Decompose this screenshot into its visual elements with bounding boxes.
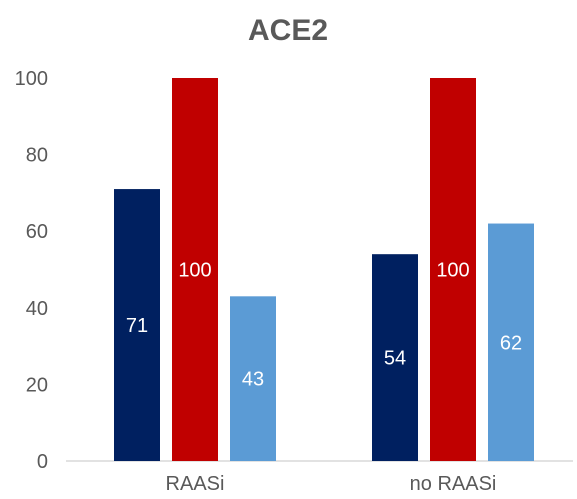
data-label: 100: [178, 260, 211, 282]
y-tick-label: 80: [26, 145, 48, 167]
x-tick-label: no RAASi: [410, 473, 497, 495]
data-label: 100: [436, 260, 469, 282]
bar: [114, 189, 160, 461]
bar: [430, 78, 476, 461]
x-tick-label: RAASi: [166, 473, 225, 495]
y-tick-label: 60: [26, 221, 48, 243]
bar: [488, 223, 534, 461]
y-tick-label: 40: [26, 298, 48, 320]
chart-title: ACE2: [248, 14, 328, 47]
data-label: 62: [500, 332, 522, 354]
bars-group: 71 100 43 54 100 62: [114, 78, 534, 461]
y-tick-label: 20: [26, 374, 48, 396]
data-label: 43: [242, 369, 264, 391]
y-tick-label: 100: [15, 68, 48, 90]
x-axis: RAASi no RAASi: [166, 473, 497, 495]
y-axis: 0 20 40 60 80 100: [15, 68, 48, 473]
bar: [230, 296, 276, 461]
bar: [372, 254, 418, 461]
bar: [172, 78, 218, 461]
data-label: 54: [384, 348, 406, 370]
data-label: 71: [126, 315, 148, 337]
y-tick-label: 0: [37, 451, 48, 473]
